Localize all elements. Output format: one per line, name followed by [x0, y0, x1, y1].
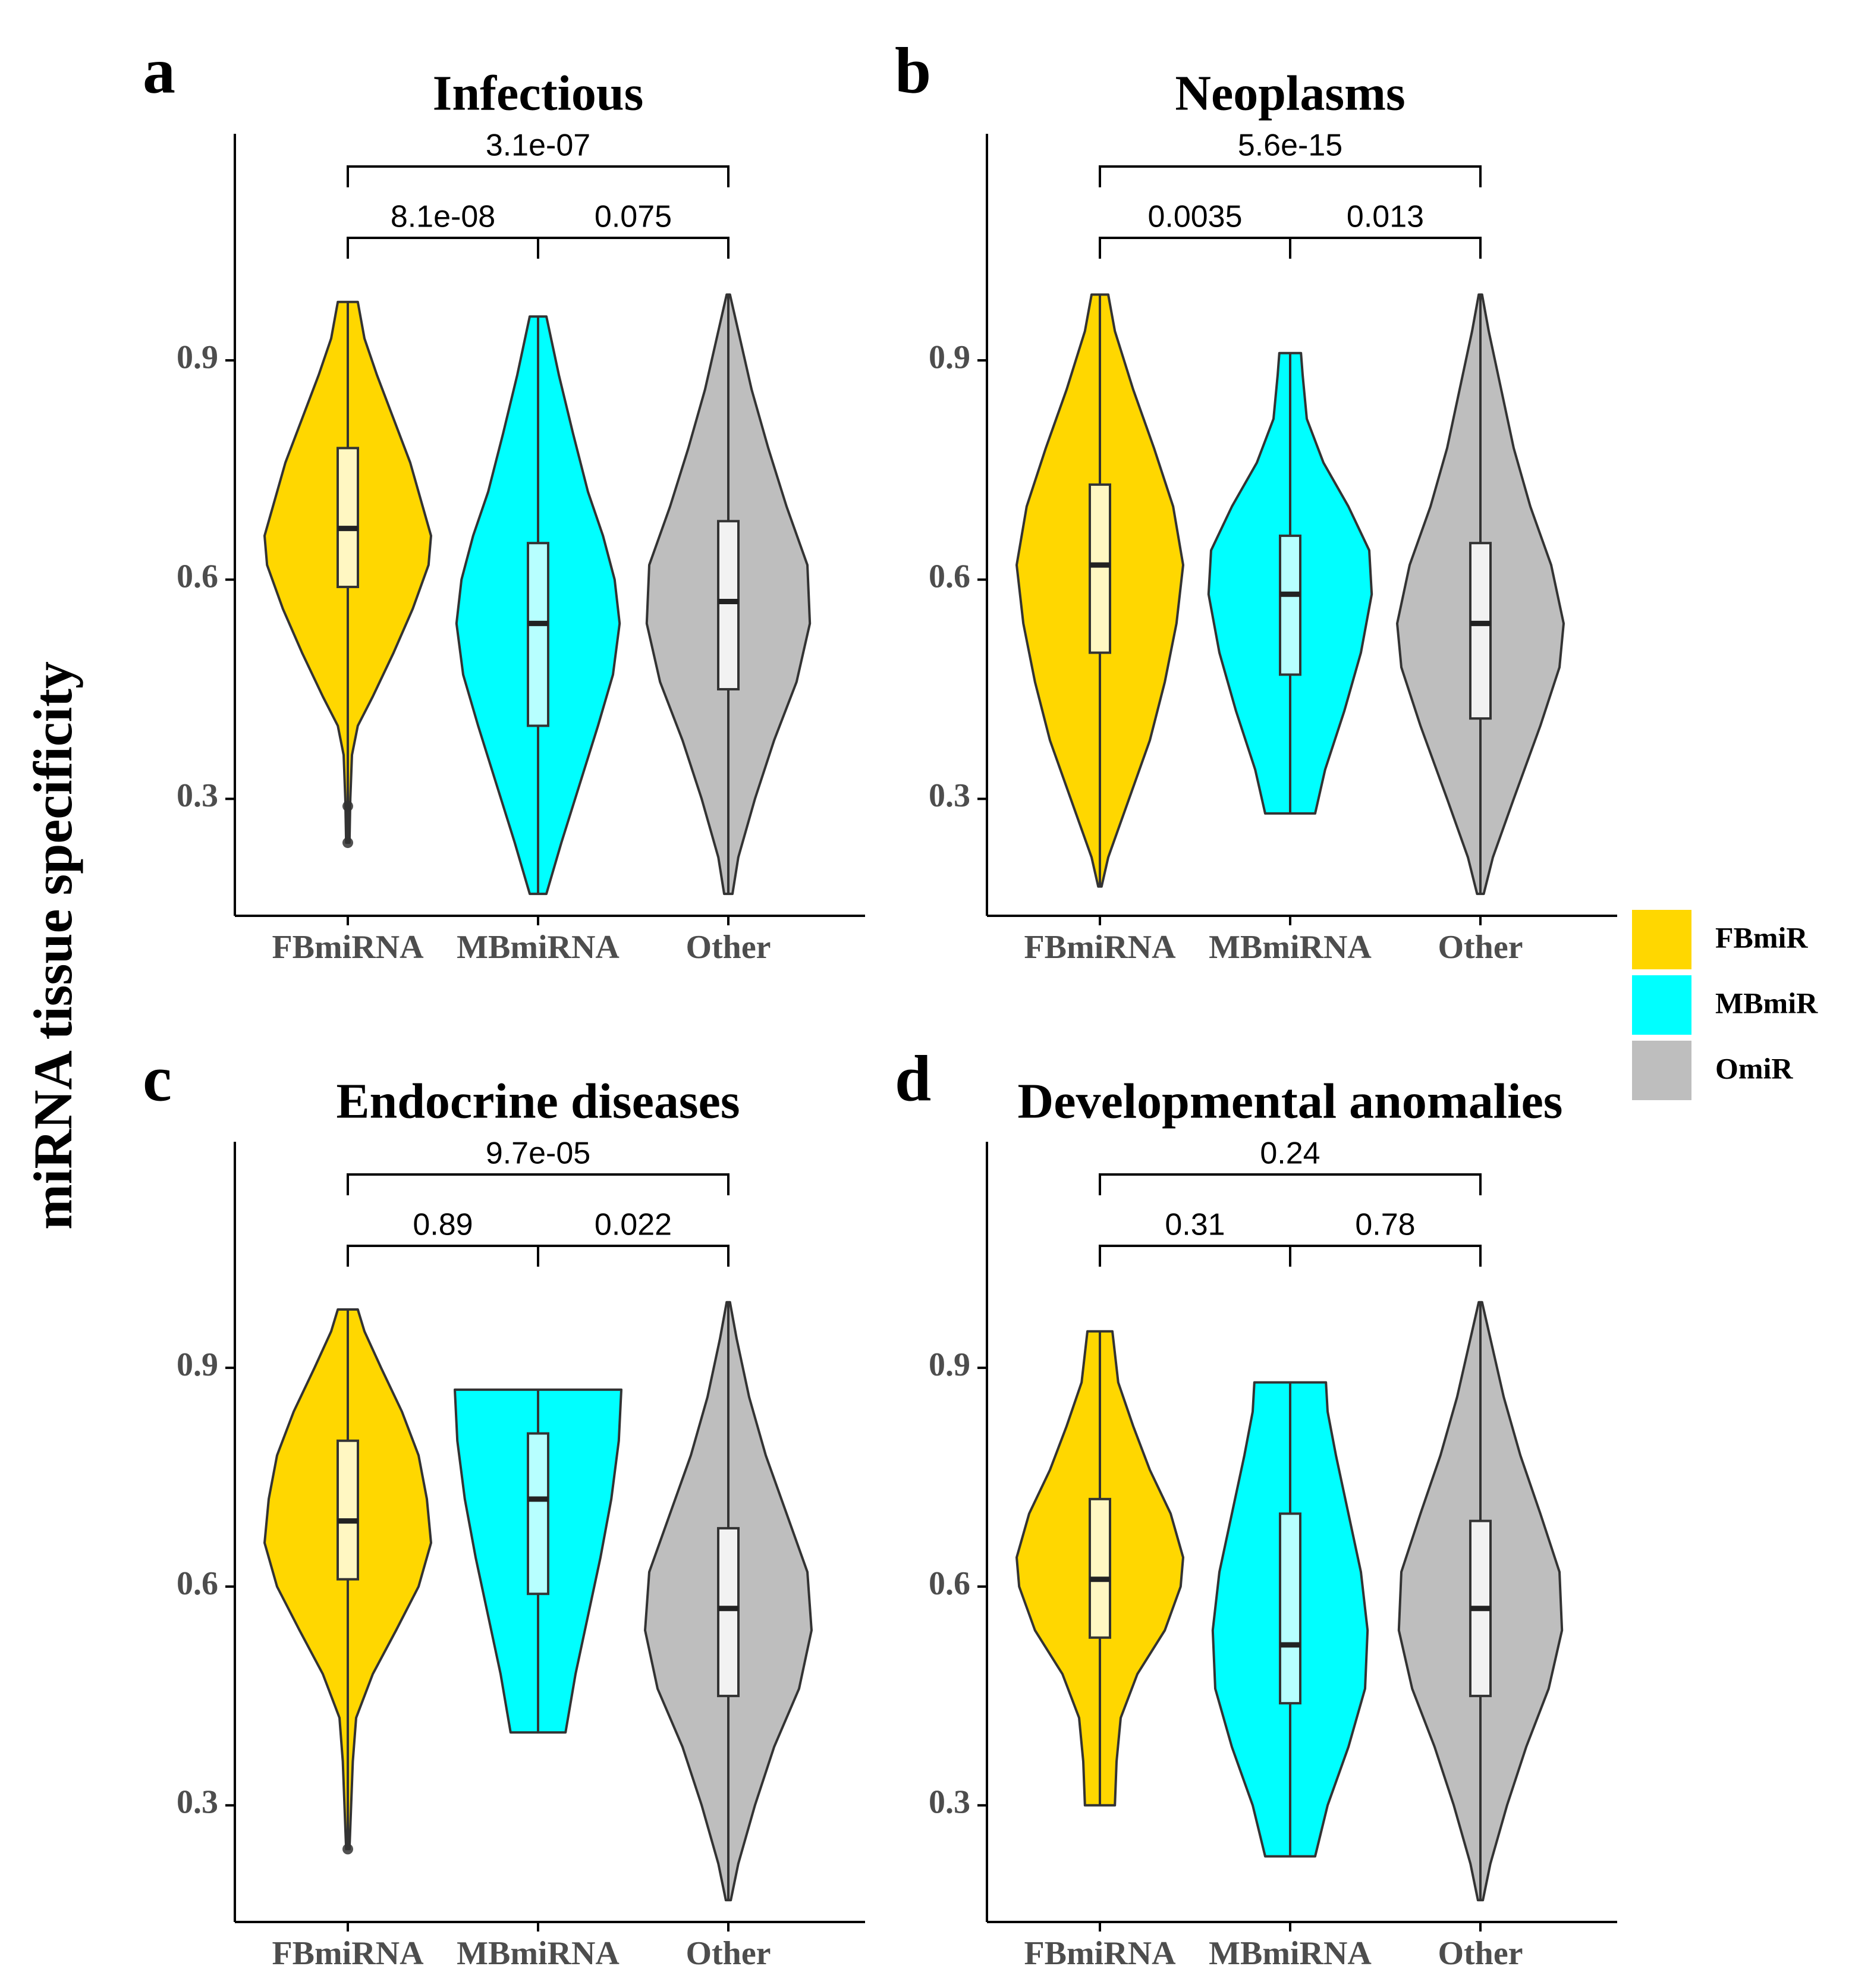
box-MBmiRNA	[1279, 534, 1301, 676]
legend-label: OmiR	[1715, 1051, 1793, 1085]
panel-title: Infectious	[433, 65, 644, 121]
outlier-point	[342, 837, 353, 849]
y-axis-label: miRNA tissue specificity	[23, 661, 83, 1230]
legend-swatch-OmiR	[1632, 1041, 1691, 1100]
y-tick-label: 0.6	[177, 558, 218, 595]
p-value-label: 0.24	[1260, 1136, 1320, 1171]
panel-letter: b	[895, 34, 931, 106]
p-value-label: 0.0035	[1147, 200, 1242, 234]
p-value-label: 5.6e-15	[1238, 128, 1342, 163]
y-tick-label: 0.3	[177, 1784, 218, 1821]
x-tick-label: Other	[1438, 929, 1523, 966]
p-value-label: 8.1e-08	[391, 200, 495, 234]
x-tick-label: FBmiRNA	[272, 929, 424, 966]
p-value-label: 0.022	[595, 1208, 672, 1242]
box-Other	[1469, 542, 1492, 720]
p-value-label: 0.075	[595, 200, 672, 234]
comparison-bracket	[347, 165, 730, 187]
p-value-label: 3.1e-07	[486, 128, 590, 163]
y-tick-label: 0.9	[177, 339, 218, 376]
panel-title: Neoplasms	[1175, 65, 1405, 121]
y-tick-label: 0.3	[929, 1784, 970, 1821]
panel-a: a Infectious 0.3 0.6 0.9 FBmiRNA MBmiRNA Other 8…	[143, 34, 865, 966]
x-tick-label: Other	[1438, 1935, 1523, 1972]
panel-d: d Developmental anomalies 0.3 0.6 0.9 FBmiRNA…	[895, 1042, 1617, 1972]
y-tick-label: 0.9	[929, 1346, 970, 1383]
outlier-point	[342, 800, 353, 812]
legend-swatch-MBmiR	[1632, 975, 1691, 1035]
legend-swatch-FBmiR	[1632, 910, 1691, 969]
x-tick-label: MBmiRNA	[1209, 929, 1372, 966]
panel-letter: d	[895, 1042, 931, 1114]
panel-title: Developmental anomalies	[1018, 1073, 1563, 1129]
comparison-bracket	[347, 1173, 730, 1195]
p-value-label: 0.78	[1355, 1208, 1415, 1242]
box-Other	[717, 520, 740, 691]
panel-title: Endocrine diseases	[336, 1073, 740, 1129]
box-FBmiRNA	[1089, 1497, 1111, 1639]
x-tick-label: FBmiRNA	[1024, 929, 1176, 966]
x-tick-label: Other	[686, 1935, 771, 1972]
x-tick-label: FBmiRNA	[272, 1935, 424, 1972]
y-tick-label: 0.9	[177, 1346, 218, 1383]
comparison-bracket	[1099, 165, 1482, 187]
panel-letter: c	[143, 1042, 172, 1114]
p-value-label: 0.013	[1347, 200, 1424, 234]
box-FBmiRNA	[337, 1439, 359, 1581]
box-MBmiRNA	[1279, 1512, 1301, 1705]
panels: a Infectious 0.3 0.6 0.9 FBmiRNA MBmiRNA Other 8…	[143, 34, 1617, 1972]
y-tick-label: 0.3	[177, 777, 218, 814]
p-value-label: 0.31	[1165, 1208, 1225, 1242]
comparison-bracket	[1289, 237, 1482, 259]
comparison-bracket	[537, 1245, 730, 1267]
x-tick-label: MBmiRNA	[1209, 1935, 1372, 1972]
p-value-label: 9.7e-05	[486, 1136, 590, 1171]
outlier-point	[342, 1843, 353, 1855]
x-tick-label: MBmiRNA	[457, 1935, 620, 1972]
box-FBmiRNA	[337, 447, 359, 588]
box-MBmiRNA	[527, 542, 549, 727]
legend-label: MBmiR	[1715, 986, 1818, 1019]
box-Other	[717, 1527, 740, 1697]
x-tick-label: Other	[686, 929, 771, 966]
panel-c: c Endocrine diseases 0.3 0.6 0.9 FBmiRNA MBmiR…	[143, 1042, 865, 1972]
p-value-label: 0.89	[413, 1208, 473, 1242]
x-tick-label: MBmiRNA	[457, 929, 620, 966]
y-tick-label: 0.3	[929, 777, 970, 814]
x-tick-label: FBmiRNA	[1024, 1935, 1176, 1972]
box-FBmiRNA	[1089, 483, 1111, 654]
y-tick-label: 0.9	[929, 339, 970, 376]
comparison-bracket	[1289, 1245, 1482, 1267]
box-MBmiRNA	[527, 1432, 549, 1596]
comparison-bracket	[537, 237, 730, 259]
comparison-bracket	[1099, 1173, 1482, 1195]
y-tick-label: 0.6	[177, 1565, 218, 1602]
legend-label: FBmiR	[1715, 921, 1808, 954]
y-tick-label: 0.6	[929, 1565, 970, 1602]
legend: FBmiR MBmiR OmiR	[1632, 910, 1818, 1100]
panel-b: b Neoplasms 0.3 0.6 0.9 FBmiRNA MBmiRNA Other 0.…	[895, 34, 1617, 966]
y-tick-label: 0.6	[929, 558, 970, 595]
panel-letter: a	[143, 34, 175, 106]
